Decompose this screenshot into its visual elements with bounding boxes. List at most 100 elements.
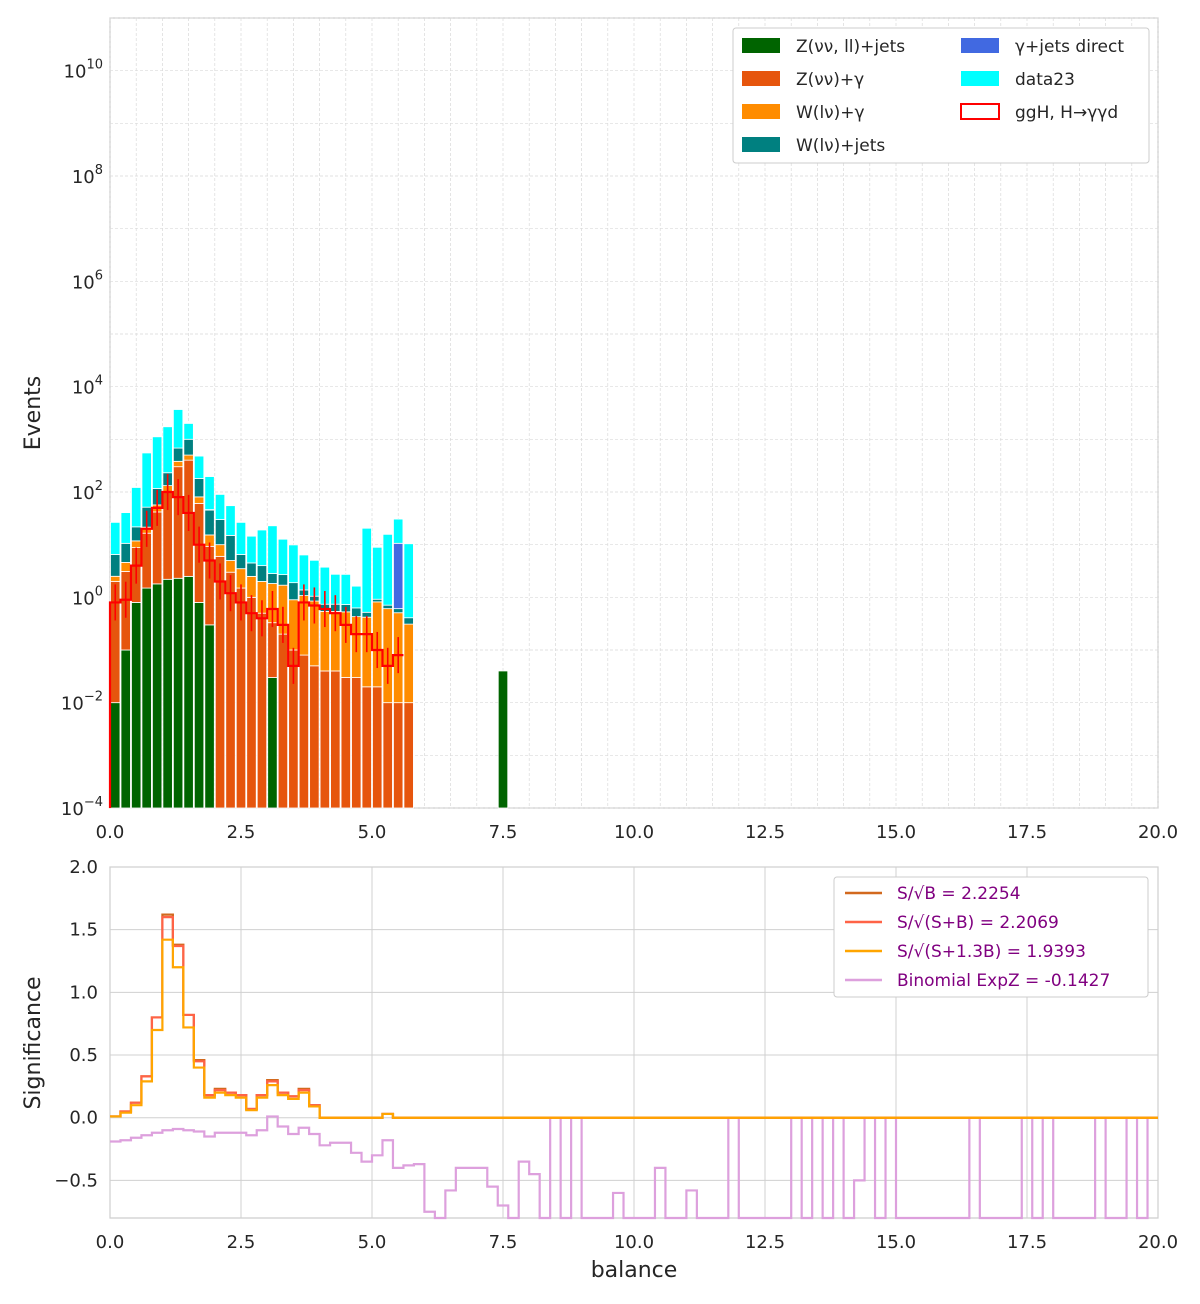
top-x-tick-label: 17.5 xyxy=(1007,822,1047,843)
bar-5-16 xyxy=(278,539,287,574)
top-x-tick-label: 12.5 xyxy=(745,822,785,843)
top-x-tick-label: 7.5 xyxy=(489,822,518,843)
legend-label: γ+jets direct xyxy=(1015,37,1124,57)
bar-3-9 xyxy=(205,510,214,535)
bar-1-23 xyxy=(352,678,361,808)
bar-0-37 xyxy=(498,671,507,808)
legend-label: W(lν)+jets xyxy=(796,136,885,156)
bar-1-21 xyxy=(331,671,340,808)
bar-5-3 xyxy=(142,453,151,507)
legend-swatch xyxy=(742,104,780,119)
bar-3-8 xyxy=(194,478,203,496)
bar-1-28 xyxy=(404,703,413,808)
top-x-tick-label: 15.0 xyxy=(876,822,916,843)
bottom-y-tick-label: 2.0 xyxy=(69,857,98,878)
bottom-x-tick-label: 2.5 xyxy=(227,1232,256,1253)
legend-label: data23 xyxy=(1015,70,1075,90)
legend-label: Z(νν)+γ xyxy=(796,70,864,90)
bar-5-14 xyxy=(257,530,266,566)
bar-1-26 xyxy=(383,703,392,808)
bottom-y-tick-label: 1.0 xyxy=(69,982,98,1003)
bar-5-1 xyxy=(121,513,130,544)
bar-3-1 xyxy=(121,543,130,562)
bar-2-8 xyxy=(194,497,203,504)
bar-0-2 xyxy=(131,602,140,808)
bar-0-3 xyxy=(142,588,151,808)
legend-label: ggH, H→γγd xyxy=(1015,103,1118,123)
bar-0-6 xyxy=(173,578,182,808)
bar-5-17 xyxy=(289,545,298,583)
bar-3-23 xyxy=(352,608,361,617)
bar-5-22 xyxy=(341,574,350,604)
bar-3-7 xyxy=(184,439,193,455)
bar-5-2 xyxy=(131,487,140,526)
bar-3-10 xyxy=(215,520,224,545)
bar-1-15 xyxy=(268,623,277,678)
bottom-x-tick-label: 5.0 xyxy=(358,1232,387,1253)
bar-1-14 xyxy=(257,613,266,808)
bar-5-9 xyxy=(205,477,214,510)
bottom-x-tick-label: 15.0 xyxy=(876,1232,916,1253)
bar-2-0 xyxy=(111,576,120,581)
bottom-x-tick-label: 10.0 xyxy=(614,1232,654,1253)
legend-swatch xyxy=(742,71,780,86)
bar-5-24 xyxy=(362,528,371,612)
bar-5-5 xyxy=(163,427,172,473)
top-legend: Z(νν, ll)+jetsZ(νν)+γW(lν)+γW(lν)+jetsγ+… xyxy=(733,28,1149,163)
bar-2-2 xyxy=(131,541,140,548)
bar-2-17 xyxy=(289,600,298,650)
top-x-tick-label: 10.0 xyxy=(614,822,654,843)
bar-5-10 xyxy=(215,494,224,519)
bar-3-14 xyxy=(257,566,266,582)
bottom-legend-label: S/√(S+1.3B) = 1.9393 xyxy=(897,942,1086,962)
bar-1-16 xyxy=(278,634,287,808)
bar-5-25 xyxy=(373,547,382,599)
bar-1-19 xyxy=(310,666,319,808)
bar-5-13 xyxy=(247,536,256,563)
bar-3-15 xyxy=(268,574,277,584)
bottom-x-tick-label: 17.5 xyxy=(1007,1232,1047,1253)
legend-swatch xyxy=(742,137,780,152)
bar-2-11 xyxy=(226,561,235,573)
top-y-axis-label: Events xyxy=(21,376,46,451)
bar-3-12 xyxy=(236,555,245,569)
bar-5-4 xyxy=(152,437,161,489)
bar-5-6 xyxy=(173,410,182,449)
bottom-legend-label: Binomial ExpZ = -0.1427 xyxy=(897,971,1110,991)
bar-5-28 xyxy=(404,544,413,618)
bar-4-27 xyxy=(393,543,402,608)
legend-swatch xyxy=(961,71,999,86)
bottom-y-tick-label: 1.5 xyxy=(69,920,98,941)
bar-2-1 xyxy=(121,562,130,571)
bar-0-8 xyxy=(194,602,203,808)
top-x-tick-label: 20.0 xyxy=(1138,822,1178,843)
bar-2-13 xyxy=(247,576,256,597)
bar-2-7 xyxy=(184,455,193,460)
legend-swatch xyxy=(742,38,780,53)
bar-5-27 xyxy=(393,519,402,543)
legend-swatch xyxy=(961,38,999,53)
bar-1-12 xyxy=(236,588,245,808)
bar-5-15 xyxy=(268,526,277,574)
bar-1-20 xyxy=(320,671,329,808)
bar-3-2 xyxy=(131,527,140,541)
bar-0-4 xyxy=(152,584,161,808)
bar-3-11 xyxy=(226,535,235,560)
bottom-x-axis-label: balance xyxy=(591,1258,678,1283)
bar-5-11 xyxy=(226,506,235,536)
bar-0-5 xyxy=(163,579,172,808)
bar-3-6 xyxy=(173,448,182,461)
bar-5-0 xyxy=(111,522,120,554)
legend-label: Z(νν, ll)+jets xyxy=(796,37,905,57)
bar-1-27 xyxy=(393,703,402,808)
bottom-x-tick-label: 20.0 xyxy=(1138,1232,1178,1253)
bottom-y-axis-label: Significance xyxy=(21,976,46,1109)
bar-3-17 xyxy=(289,583,298,600)
bar-3-16 xyxy=(278,575,287,586)
bar-2-10 xyxy=(215,545,224,557)
bar-5-7 xyxy=(184,423,193,439)
top-x-tick-label: 0.0 xyxy=(96,822,125,843)
bottom-y-tick-label: −0.5 xyxy=(54,1170,98,1191)
